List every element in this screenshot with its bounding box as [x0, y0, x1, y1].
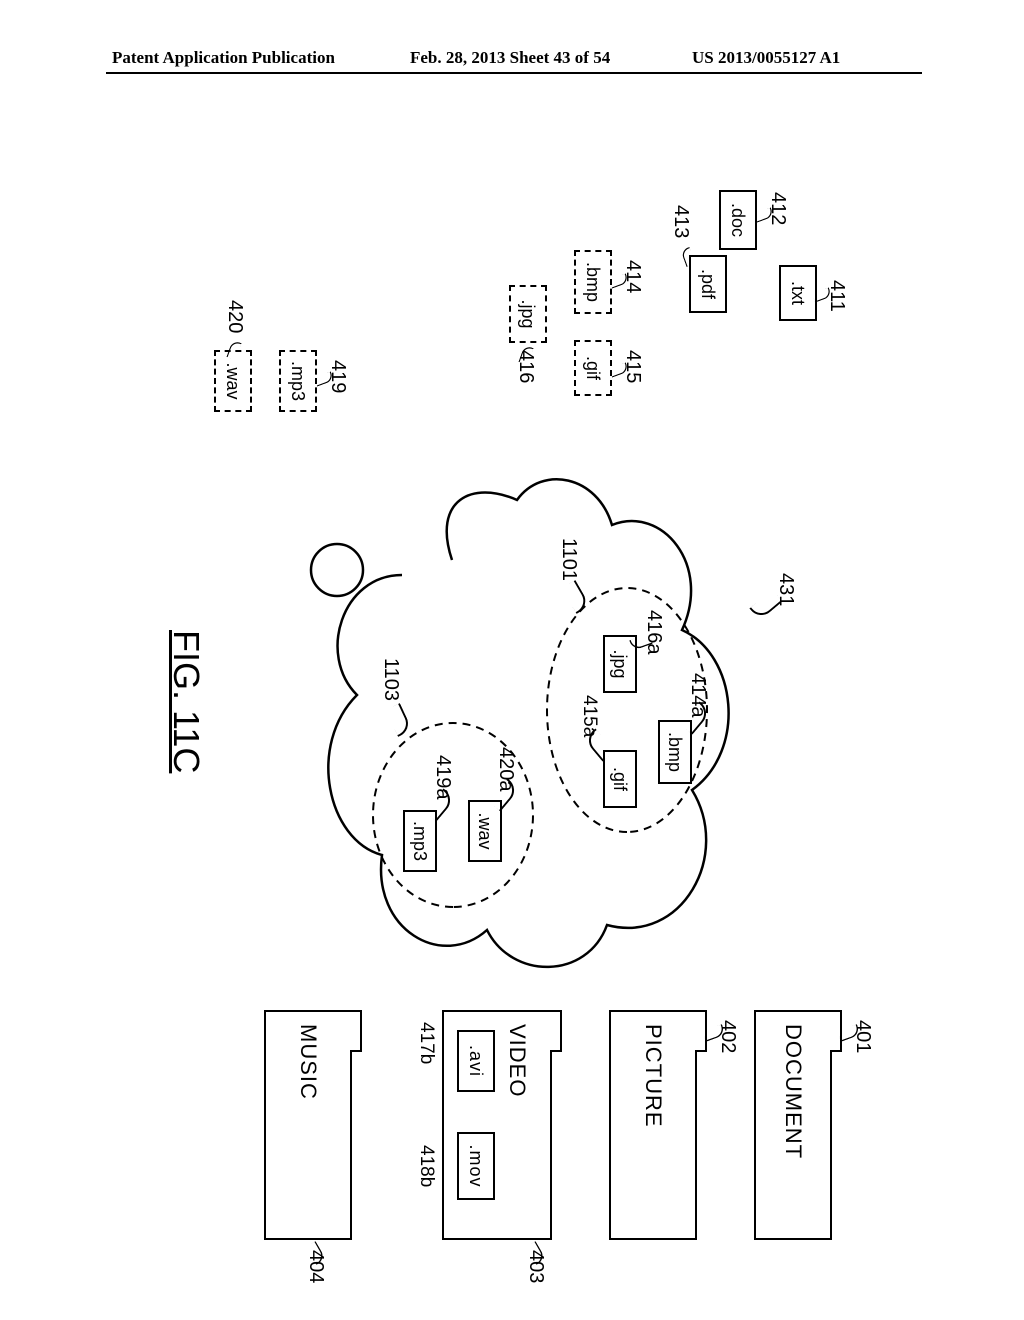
- file-417b-avi: .avi: [457, 1030, 495, 1092]
- ref-416a: 416a: [642, 610, 665, 655]
- file-414-bmp: .bmp: [574, 250, 612, 314]
- folder-document: DOCUMENT: [754, 1010, 832, 1240]
- ref-1101: 1101: [557, 538, 580, 581]
- file-412-doc: .doc: [719, 190, 757, 250]
- file-418b-mov: .mov: [457, 1132, 495, 1200]
- cloud-thought-bubble: [307, 540, 367, 600]
- ref-413: 413: [669, 205, 692, 238]
- group-1103-ellipse: [365, 715, 540, 915]
- header-left: Patent Application Publication: [112, 48, 335, 68]
- folder-video-label: VIDEO: [504, 1024, 530, 1097]
- ref-418b: 418b: [415, 1145, 437, 1187]
- figure: 431 1101 1103 .bmp 414a .gif 415a .jpg 4…: [132, 160, 892, 1280]
- figure-label-text: FIG. 11C: [166, 630, 207, 773]
- folder-document-label: DOCUMENT: [780, 1024, 806, 1159]
- figure-wrap: 431 1101 1103 .bmp 414a .gif 415a .jpg 4…: [132, 160, 892, 1280]
- file-416-jpg: .jpg: [509, 285, 547, 343]
- ref-417b: 417b: [415, 1022, 437, 1064]
- folder-music: MUSIC: [264, 1010, 352, 1240]
- folder-picture: PICTURE: [609, 1010, 697, 1240]
- lead-413: [680, 247, 695, 267]
- file-415a-gif: .gif: [603, 750, 637, 808]
- file-415-gif: .gif: [574, 340, 612, 396]
- ref-420: 420: [223, 300, 246, 333]
- figure-label: FIG. 11C: [165, 630, 207, 773]
- header-rule: [106, 72, 922, 74]
- file-419a-mp3: .mp3: [403, 810, 437, 872]
- folder-picture-label: PICTURE: [640, 1024, 666, 1128]
- file-419-mp3: .mp3: [279, 350, 317, 412]
- folder-music-label: MUSIC: [295, 1024, 321, 1100]
- header-right: US 2013/0055127 A1: [692, 48, 840, 68]
- ref-1103: 1103: [379, 658, 402, 701]
- folder-video: VIDEO .avi .mov: [442, 1010, 552, 1240]
- header-mid: Feb. 28, 2013 Sheet 43 of 54: [410, 48, 610, 68]
- page: Patent Application Publication Feb. 28, …: [0, 0, 1024, 1320]
- folder-video-tab: [550, 1010, 562, 1052]
- folder-music-tab: [350, 1010, 362, 1052]
